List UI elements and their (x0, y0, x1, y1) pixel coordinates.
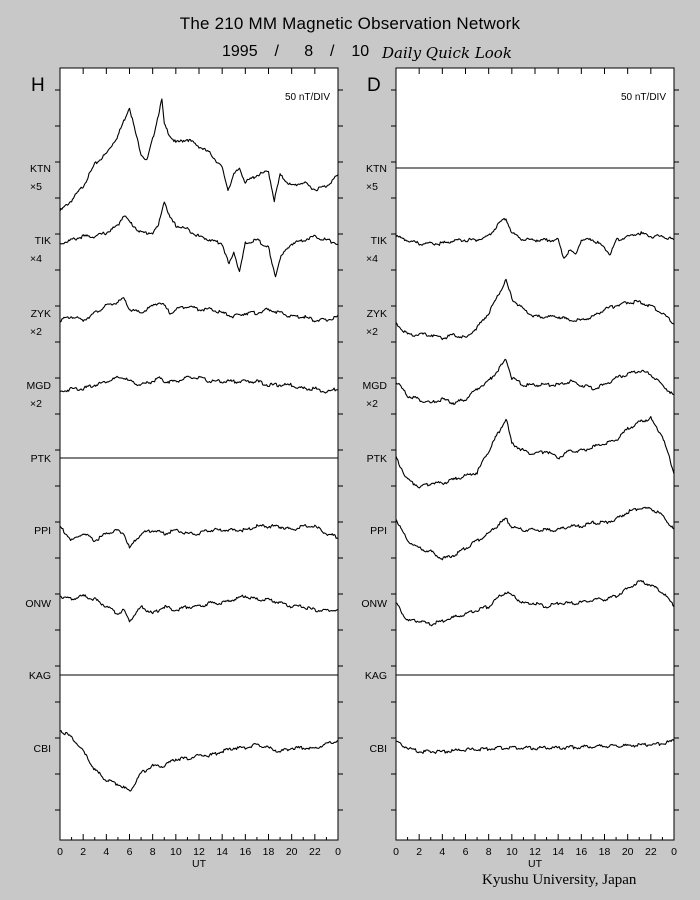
station-label-cbi: CBI (369, 743, 387, 755)
panel-h-xaxis-label: UT (192, 858, 207, 870)
station-label-ppi: PPI (34, 525, 51, 537)
panel-h-letter: H (31, 75, 45, 96)
panel-h-scale-label: 50 nT/DIV (285, 92, 330, 103)
panel-h-xtick-label: 0 (57, 846, 63, 858)
panel-d-xtick-label: 22 (645, 846, 657, 858)
panel-d-xtick-label: 10 (506, 846, 518, 858)
panel-d-scale-label: 50 nT/DIV (621, 92, 666, 103)
panel-d-frame (395, 67, 675, 841)
credit-line: Kyushu University, Japan (482, 872, 637, 888)
panel-d-xtick-label: 6 (463, 846, 469, 858)
panel-d-xtick-label: 14 (552, 846, 564, 858)
report-subtitle: Daily Quick Look (382, 44, 512, 62)
panel-h-xtick-label: 20 (286, 846, 298, 858)
trace-h-ppi (59, 524, 339, 549)
station-multiplier-tik: ×4 (30, 253, 42, 265)
panel-h-xtick-label: 2 (80, 846, 86, 858)
station-multiplier-zyk: ×2 (30, 326, 42, 338)
panel-h-xtick-label: 0 (335, 846, 341, 858)
station-multiplier-zyk: ×2 (366, 326, 378, 338)
panel-h-xtick-label: 12 (193, 846, 205, 858)
station-multiplier-ktn: ×5 (30, 181, 42, 193)
trace-d-ptk (395, 416, 675, 489)
trace-h-cbi (59, 730, 339, 792)
station-label-ptk: PTK (367, 453, 387, 465)
station-label-zyk: ZYK (367, 308, 387, 320)
panel-d-xaxis-label: UT (528, 858, 543, 870)
panel-h-xtick-label: 4 (103, 846, 109, 858)
panel-d-xtick-label: 0 (671, 846, 677, 858)
station-label-ptk: PTK (31, 453, 51, 465)
trace-h-onw (59, 594, 339, 623)
trace-h-mgd (59, 375, 339, 394)
trace-d-mgd (395, 358, 675, 406)
station-multiplier-mgd: ×2 (30, 398, 42, 410)
trace-h-ktn (59, 98, 339, 212)
station-label-mgd: MGD (27, 380, 52, 392)
panel-d-xtick-label: 20 (622, 846, 634, 858)
trace-d-cbi (395, 739, 675, 754)
station-multiplier-tik: ×4 (366, 253, 378, 265)
station-label-ktn: KTN (30, 163, 51, 175)
station-multiplier-mgd: ×2 (366, 398, 378, 410)
panel-h-xtick-label: 8 (150, 846, 156, 858)
panel-h-xtick-label: 10 (170, 846, 182, 858)
trace-h-zyk (59, 297, 339, 323)
panel-h-xtick-label: 14 (216, 846, 228, 858)
station-label-ppi: PPI (370, 525, 387, 537)
trace-h-tik (59, 201, 339, 278)
station-label-tik: TIK (35, 235, 51, 247)
station-label-ktn: KTN (366, 163, 387, 175)
panel-h-frame (59, 67, 339, 841)
panel-h-xtick-label: 16 (239, 846, 251, 858)
panel-d-xtick-label: 8 (486, 846, 492, 858)
station-multiplier-ktn: ×5 (366, 181, 378, 193)
station-label-onw: ONW (361, 598, 387, 610)
station-label-tik: TIK (371, 235, 387, 247)
trace-d-zyk (395, 278, 675, 341)
panel-h-xtick-label: 18 (263, 846, 275, 858)
station-label-cbi: CBI (33, 743, 51, 755)
panel-d-letter: D (367, 75, 381, 96)
station-label-kag: KAG (29, 670, 51, 682)
panel-h-xtick-label: 22 (309, 846, 321, 858)
station-label-zyk: ZYK (31, 308, 51, 320)
observation-date: 1995 / 8 / 10 (222, 43, 370, 60)
page-title: The 210 MM Magnetic Observation Network (179, 14, 521, 33)
station-label-kag: KAG (365, 670, 387, 682)
station-label-mgd: MGD (363, 380, 388, 392)
panel-d-xtick-label: 16 (575, 846, 587, 858)
station-label-onw: ONW (25, 598, 51, 610)
panel-d-xtick-label: 0 (393, 846, 399, 858)
trace-d-onw (395, 580, 675, 627)
trace-d-ppi (395, 506, 675, 561)
panel-d-xtick-label: 4 (439, 846, 445, 858)
panel-d-xtick-label: 18 (599, 846, 611, 858)
panel-h-xtick-label: 6 (127, 846, 133, 858)
panel-d-xtick-label: 12 (529, 846, 541, 858)
panel-d-xtick-label: 2 (416, 846, 422, 858)
trace-d-tik (395, 217, 675, 259)
